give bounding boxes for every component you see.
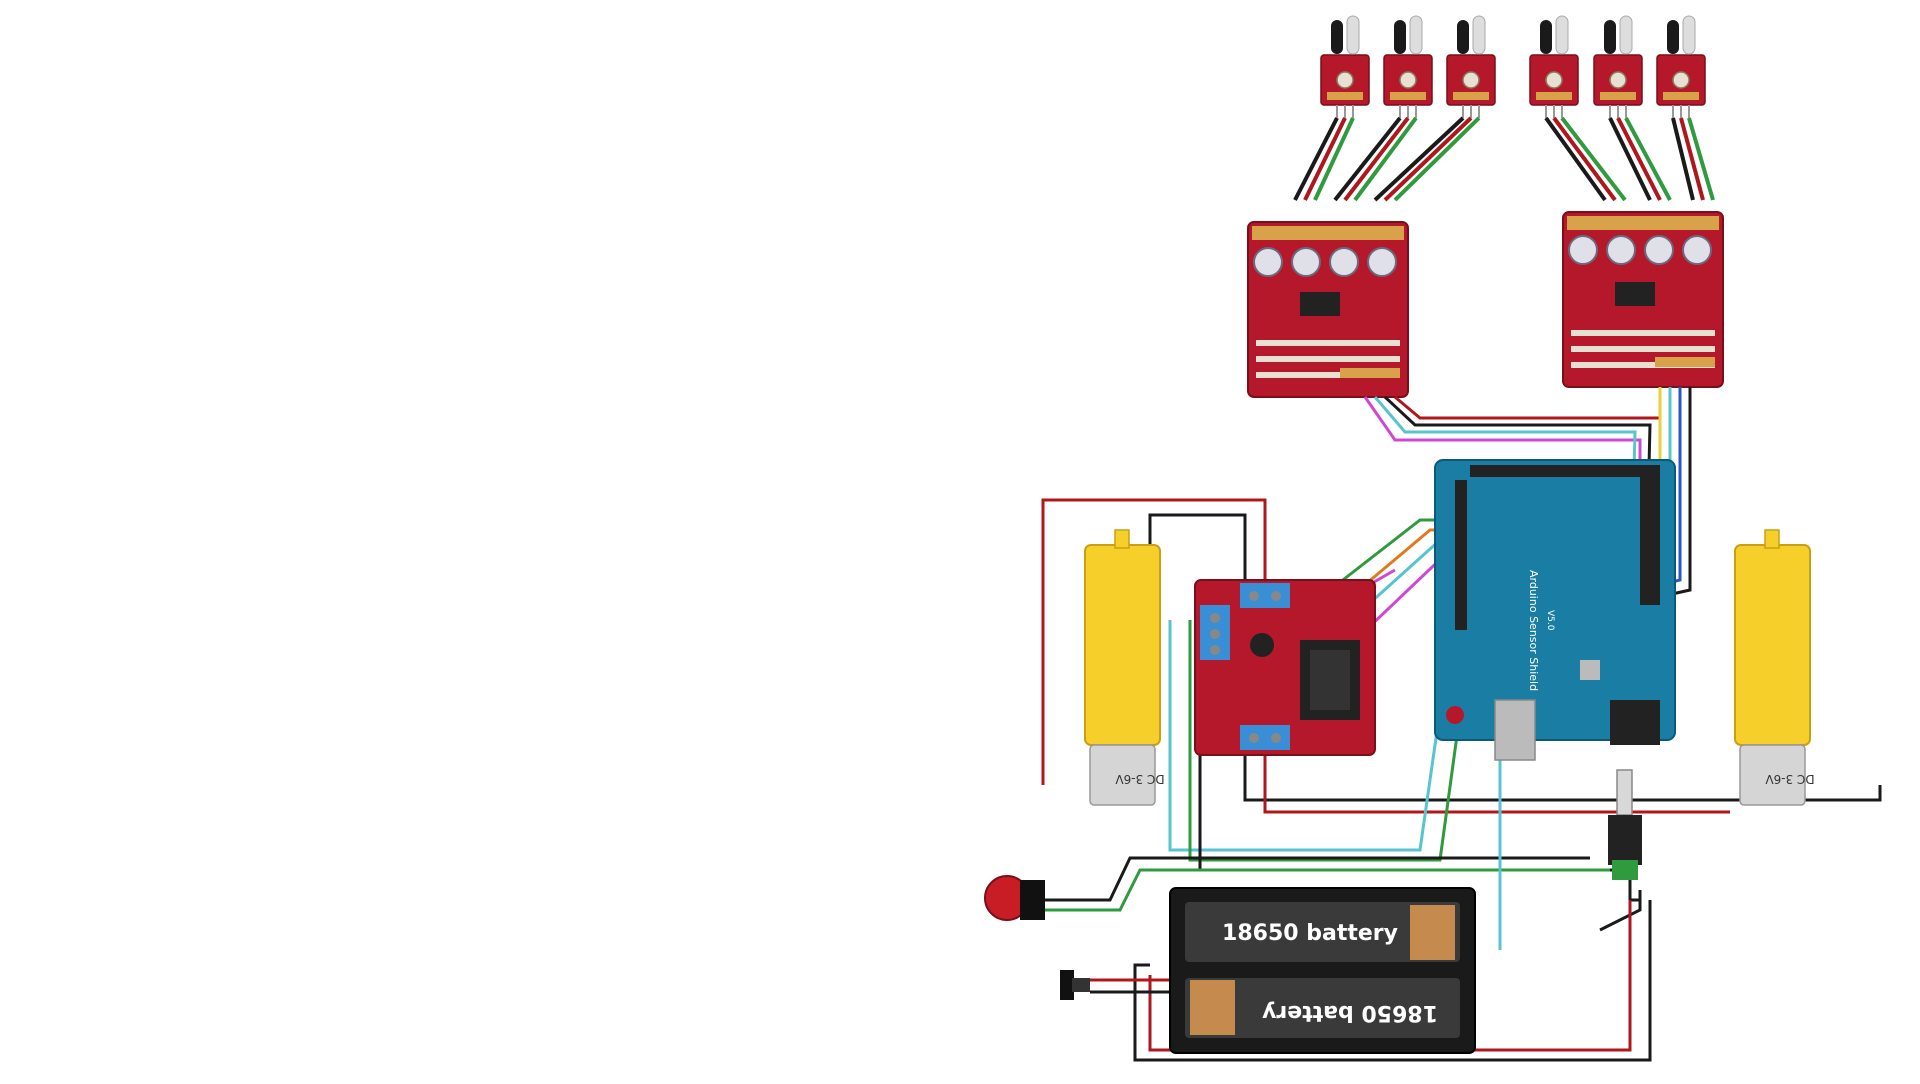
shield-version: V5.0	[1545, 610, 1555, 631]
slide-switch	[1060, 970, 1090, 1000]
motor-right-label: DC 3-6V	[1765, 772, 1815, 786]
sensor-wires	[1293, 116, 1715, 202]
battery-top-label: 18650 battery	[1222, 921, 1398, 946]
motor-left: DC 3-6V	[1084, 529, 1165, 806]
ir-sensor-row-right	[1529, 15, 1706, 119]
comparator-board-left	[1247, 221, 1409, 398]
potentiometer	[1608, 769, 1642, 880]
ir-sensor-5	[1593, 15, 1643, 119]
comparator-board-right	[1562, 211, 1724, 388]
ir-sensor-2	[1383, 15, 1433, 119]
ir-sensor-6	[1656, 15, 1706, 119]
ir-sensor-4	[1529, 15, 1579, 119]
arduino-sensor-shield: Arduino Sensor Shield V5.0	[1434, 459, 1676, 761]
battery-bottom-label: 18650 battery	[1262, 1000, 1438, 1025]
shield-label: Arduino Sensor Shield	[1527, 570, 1540, 691]
ir-sensor-1	[1320, 15, 1370, 119]
motor-left-label: DC 3-6V	[1115, 772, 1165, 786]
motor-right: DC 3-6V	[1734, 529, 1815, 806]
ir-sensor-row-left	[1320, 15, 1496, 119]
ir-sensor-3	[1446, 15, 1496, 119]
battery-holder: 18650 battery 18650 battery	[1169, 887, 1476, 1054]
push-button	[984, 875, 1045, 921]
motor-driver-board	[1194, 579, 1376, 756]
